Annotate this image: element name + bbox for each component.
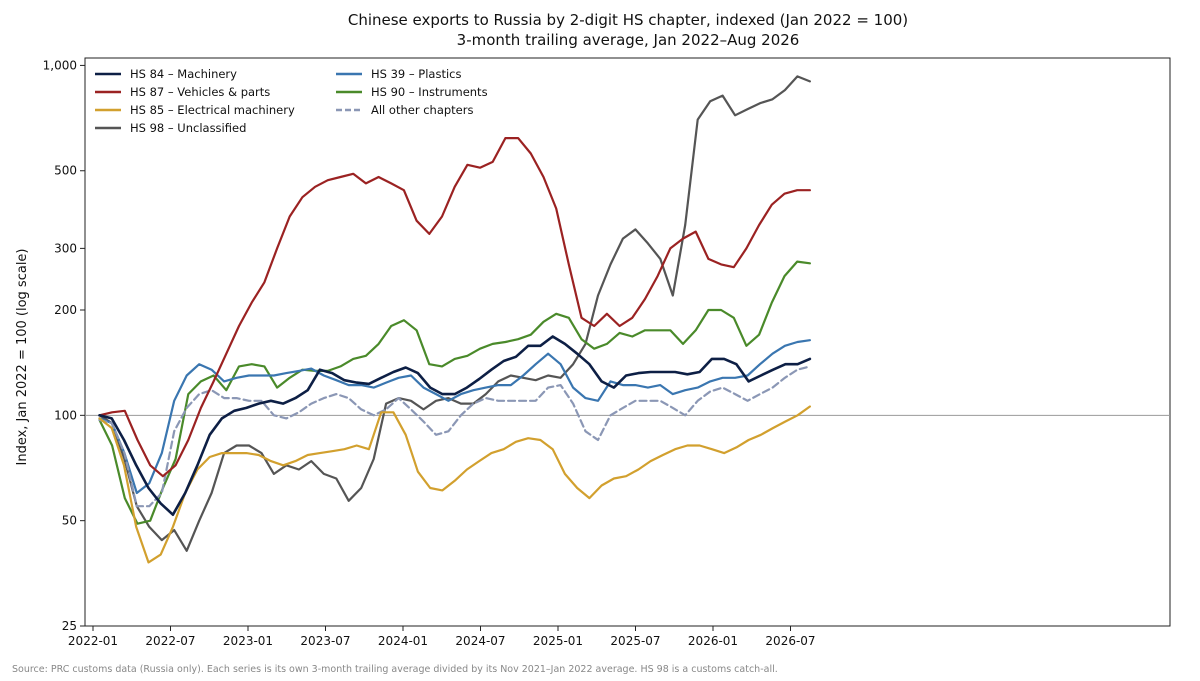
series-line (98, 339, 812, 495)
y-axis: 25 50 100 200 300 500 1,000 (43, 58, 85, 633)
plot-area (84, 57, 1171, 627)
y-tick-label: 25 (62, 619, 77, 633)
source-note: Source: PRC customs data (Russia only). … (12, 664, 778, 675)
x-tick-label: 2023-07 (300, 634, 350, 648)
y-axis-label: Index, Jan 2022 = 100 (log scale) (15, 248, 30, 465)
y-tick-label: 300 (54, 241, 77, 255)
series-layer (98, 75, 812, 564)
series-line (98, 75, 812, 552)
chart-subtitle: 3-month trailing average, Jan 2022–Aug 2… (457, 31, 800, 49)
legend-label: HS 39 – Plastics (371, 67, 461, 81)
legend-label: HS 98 – Unclassified (130, 121, 246, 135)
series-line (98, 365, 812, 508)
y-tick-label: 50 (62, 514, 77, 528)
series-line (98, 137, 812, 478)
x-tick-label: 2025-07 (610, 634, 660, 648)
x-tick-label: 2022-01 (68, 634, 118, 648)
x-tick-label: 2023-01 (223, 634, 273, 648)
y-tick-label: 500 (54, 164, 77, 178)
x-axis: 2022-01 2022-07 2023-01 2023-07 2024-01 2024-… (68, 626, 816, 648)
legend-label: HS 85 – Electrical machinery (130, 103, 295, 117)
legend-label: HS 90 – Instruments (371, 85, 488, 99)
series-line (98, 405, 812, 564)
y-tick-label: 100 (54, 408, 77, 422)
y-tick-label: 200 (54, 303, 77, 317)
series-line (98, 260, 812, 525)
x-tick-label: 2022-07 (145, 634, 195, 648)
legend: HS 84 – Machinery HS 87 – Vehicles & part… (95, 67, 488, 135)
series-line (98, 335, 812, 517)
legend-label: HS 84 – Machinery (130, 67, 237, 81)
x-tick-label: 2025-01 (533, 634, 583, 648)
x-tick-label: 2026-07 (765, 634, 815, 648)
y-tick-label: 1,000 (43, 58, 77, 72)
x-tick-label: 2024-07 (455, 634, 505, 648)
legend-label: All other chapters (371, 103, 473, 117)
legend-label: HS 87 – Vehicles & parts (130, 85, 270, 99)
x-tick-label: 2026-01 (688, 634, 738, 648)
x-tick-label: 2024-01 (378, 634, 428, 648)
chart-title: Chinese exports to Russia by 2-digit HS … (348, 11, 908, 29)
